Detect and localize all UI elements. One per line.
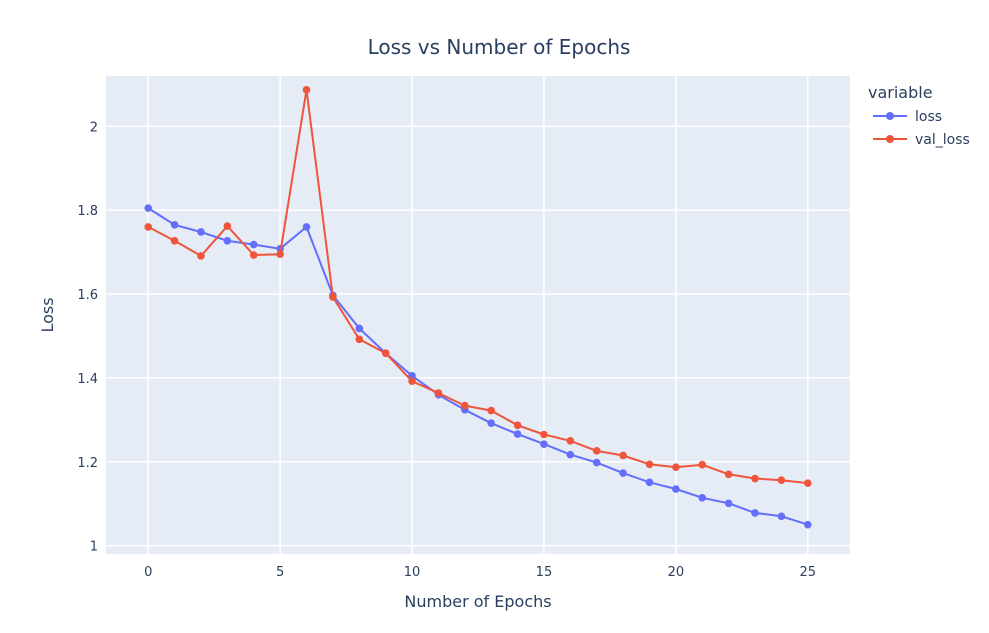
- y-axis-ticks: 1 1.2 1.4 1.6 1.8 2: [77, 120, 98, 554]
- data-point-val-loss[interactable]: [197, 252, 205, 260]
- data-point-loss[interactable]: [249, 240, 258, 249]
- y-tick-label: 1.2: [77, 456, 98, 471]
- data-point-val-loss[interactable]: [645, 460, 654, 469]
- data-point-val-loss[interactable]: [540, 430, 548, 439]
- data-point-val-loss[interactable]: [170, 236, 179, 245]
- data-point-val-loss[interactable]: [144, 223, 153, 231]
- y-axis-title: Loss: [38, 297, 57, 332]
- y-tick-label: 2: [90, 120, 98, 135]
- data-point-loss[interactable]: [777, 512, 786, 521]
- data-point-val-loss[interactable]: [751, 474, 759, 483]
- series-val-loss: [144, 86, 812, 487]
- x-tick-label: 15: [536, 565, 553, 580]
- data-point-val-loss[interactable]: [777, 476, 786, 485]
- data-point-loss[interactable]: [566, 450, 575, 459]
- data-point-loss[interactable]: [487, 419, 495, 427]
- data-point-loss[interactable]: [408, 371, 416, 380]
- data-point-val-loss[interactable]: [249, 251, 258, 259]
- data-point-val-loss[interactable]: [461, 401, 469, 410]
- data-point-val-loss[interactable]: [592, 447, 601, 455]
- data-point-val-loss[interactable]: [223, 222, 232, 230]
- data-point-val-loss[interactable]: [408, 377, 416, 386]
- plot-area: [106, 76, 850, 554]
- x-tick-label: 0: [144, 565, 152, 580]
- data-point-loss[interactable]: [724, 499, 733, 508]
- data-point-val-loss[interactable]: [302, 86, 311, 94]
- legend-item-val-loss[interactable]: val_loss: [873, 132, 970, 148]
- x-tick-label: 25: [800, 565, 817, 580]
- x-tick-label: 5: [276, 565, 284, 580]
- y-tick-label: 1.6: [77, 288, 98, 303]
- data-point-loss[interactable]: [619, 469, 627, 477]
- data-point-loss[interactable]: [751, 509, 759, 517]
- data-point-loss[interactable]: [197, 228, 205, 236]
- data-point-loss[interactable]: [672, 485, 680, 493]
- data-point-val-loss[interactable]: [355, 335, 364, 344]
- legend-label-loss: loss: [915, 109, 942, 125]
- data-point-loss[interactable]: [355, 324, 364, 333]
- x-tick-label: 20: [668, 565, 685, 580]
- data-point-loss[interactable]: [698, 494, 707, 502]
- data-point-val-loss[interactable]: [329, 293, 337, 301]
- data-point-val-loss[interactable]: [619, 451, 627, 460]
- legend-label-val-loss: val_loss: [915, 132, 970, 148]
- legend: variable loss val_loss: [868, 83, 970, 148]
- data-point-val-loss[interactable]: [566, 436, 575, 445]
- series-loss: [144, 204, 812, 529]
- data-point-val-loss[interactable]: [724, 470, 733, 479]
- series-line-loss: [147, 207, 809, 526]
- y-tick-label: 1.8: [77, 204, 98, 219]
- data-point-val-loss[interactable]: [803, 479, 812, 487]
- data-point-val-loss[interactable]: [434, 389, 443, 397]
- legend-item-loss[interactable]: loss: [873, 109, 942, 125]
- data-point-val-loss[interactable]: [381, 349, 390, 357]
- x-tick-label: 10: [404, 565, 421, 580]
- data-point-loss[interactable]: [302, 223, 311, 231]
- legend-title: variable: [868, 83, 933, 102]
- y-tick-label: 1: [90, 540, 98, 555]
- data-point-val-loss[interactable]: [513, 421, 522, 430]
- chart-title: Loss vs Number of Epochs: [368, 35, 631, 59]
- data-point-loss[interactable]: [540, 440, 548, 448]
- y-tick-label: 1.4: [77, 372, 98, 387]
- data-point-loss[interactable]: [144, 204, 153, 212]
- legend-marker-val-loss: [886, 135, 894, 143]
- data-point-val-loss[interactable]: [672, 463, 680, 472]
- series-layer: [144, 86, 812, 529]
- data-point-loss[interactable]: [592, 458, 601, 467]
- gridlines: [106, 76, 850, 554]
- series-line-val-loss: [147, 88, 808, 485]
- legend-marker-loss: [886, 112, 894, 120]
- x-axis-title: Number of Epochs: [404, 592, 551, 611]
- data-point-val-loss[interactable]: [487, 406, 495, 415]
- data-point-loss[interactable]: [645, 478, 654, 487]
- data-point-loss[interactable]: [803, 520, 812, 529]
- data-point-val-loss[interactable]: [698, 460, 707, 469]
- data-point-loss[interactable]: [223, 236, 232, 245]
- data-point-loss[interactable]: [170, 221, 179, 229]
- data-point-loss[interactable]: [513, 430, 522, 438]
- x-axis-ticks: 0 5 10 15 20 25: [144, 565, 816, 580]
- data-point-val-loss[interactable]: [276, 250, 284, 259]
